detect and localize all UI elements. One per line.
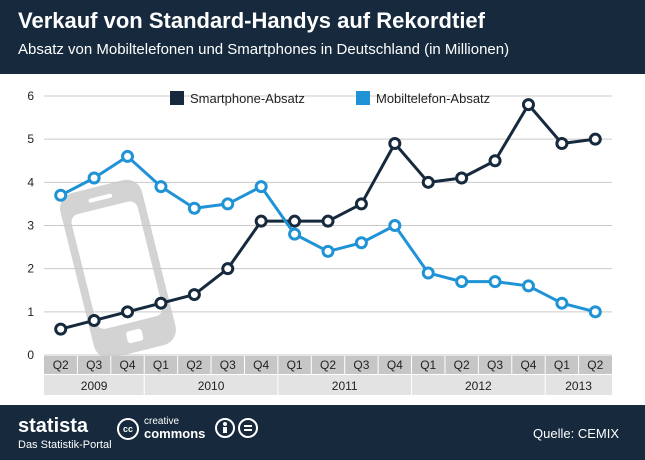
legend-label: Smartphone-Absatz [190, 91, 305, 106]
data-point [288, 227, 302, 241]
data-point [288, 214, 302, 228]
year-label: 2009 [81, 379, 108, 393]
data-point [321, 214, 335, 228]
data-point [254, 214, 268, 228]
data-point [221, 197, 235, 211]
data-point [187, 201, 201, 215]
legend-swatch [356, 91, 370, 105]
data-point [154, 296, 168, 310]
x-tick-label: Q1 [287, 358, 303, 372]
data-point [521, 279, 535, 293]
data-point [488, 275, 502, 289]
x-tick-label: Q1 [153, 358, 169, 372]
data-point [87, 171, 101, 185]
data-point [87, 313, 101, 327]
data-point [388, 219, 402, 232]
x-tick-label: Q4 [387, 358, 403, 372]
x-tick-label: Q2 [454, 358, 470, 372]
statista-logo[interactable]: statista [18, 415, 89, 437]
data-point [455, 275, 469, 289]
phone-screen [71, 201, 163, 329]
chart-subtitle: Absatz von Mobiltelefonen und Smartphone… [18, 41, 510, 58]
data-point [54, 188, 68, 202]
cc-icon: cc [117, 418, 139, 440]
phone-speaker [88, 193, 113, 203]
year-band [44, 375, 612, 395]
y-tick-label: 3 [27, 219, 34, 233]
no-derivatives-icon [238, 418, 258, 438]
x-tick-label: Q2 [186, 358, 202, 372]
year-label: 2013 [565, 379, 592, 393]
data-point [421, 175, 435, 189]
x-tick-label: Q2 [587, 358, 603, 372]
data-point [354, 236, 368, 250]
cc-label-small: creative [144, 416, 180, 427]
data-point [555, 296, 569, 310]
x-tick-label: Q3 [220, 358, 236, 372]
y-tick-label: 2 [27, 262, 34, 276]
legend-label: Mobiltelefon-Absatz [376, 91, 490, 106]
footer-banner: statista Das Statistik-Portal cc creativ… [0, 405, 645, 460]
x-tick-label: Q2 [320, 358, 336, 372]
data-point [321, 244, 335, 258]
data-point [521, 98, 535, 112]
category-band [44, 356, 612, 374]
cc-label-big: commons [144, 426, 206, 441]
x-tick-label: Q3 [86, 358, 102, 372]
header-banner: Verkauf von Standard-Handys auf Rekordti… [0, 0, 645, 74]
data-point [555, 136, 569, 150]
y-tick-label: 0 [27, 348, 34, 362]
data-point [588, 132, 602, 146]
y-tick-label: 5 [27, 132, 34, 146]
data-point [455, 171, 469, 185]
data-point [121, 149, 135, 163]
data-point [221, 262, 235, 276]
chart-title: Verkauf von Standard-Handys auf Rekordti… [18, 8, 485, 33]
data-point [421, 266, 435, 280]
x-tick-label: Q2 [53, 358, 69, 372]
data-point [54, 322, 68, 336]
phone-button [126, 328, 144, 344]
y-tick-label: 1 [27, 305, 34, 319]
x-tick-label: Q1 [420, 358, 436, 372]
y-tick-label: 6 [27, 89, 34, 103]
data-point [154, 180, 168, 194]
data-point [588, 305, 602, 319]
x-tick-label: Q3 [353, 358, 369, 372]
line-chart: 0 1 2 3 4 5 6 Q2 Q3 Q4 Q1 Q2 Q3 Q4 Q1 Q2 Q3 Q4 Q1 Q2 Q3 Q4 Q1 Q… [27, 89, 612, 395]
attribution-icon [215, 418, 235, 438]
data-point [254, 180, 268, 194]
x-tick-label: Q4 [120, 358, 136, 372]
data-point [354, 197, 368, 211]
y-tick-label: 4 [27, 175, 34, 189]
x-tick-label: Q4 [520, 358, 536, 372]
data-point [388, 136, 402, 150]
data-point [488, 154, 502, 168]
source-note: Quelle: CEMIX [533, 426, 619, 441]
year-label: 2012 [465, 379, 492, 393]
data-point [187, 288, 201, 302]
legend-swatch [170, 91, 184, 105]
x-tick-label: Q4 [253, 358, 269, 372]
x-tick-label: Q1 [554, 358, 570, 372]
data-point [121, 305, 135, 319]
x-tick-label: Q3 [487, 358, 503, 372]
statista-tagline: Das Statistik-Portal [18, 439, 112, 451]
year-label: 2010 [198, 379, 225, 393]
year-label: 2011 [332, 379, 358, 393]
